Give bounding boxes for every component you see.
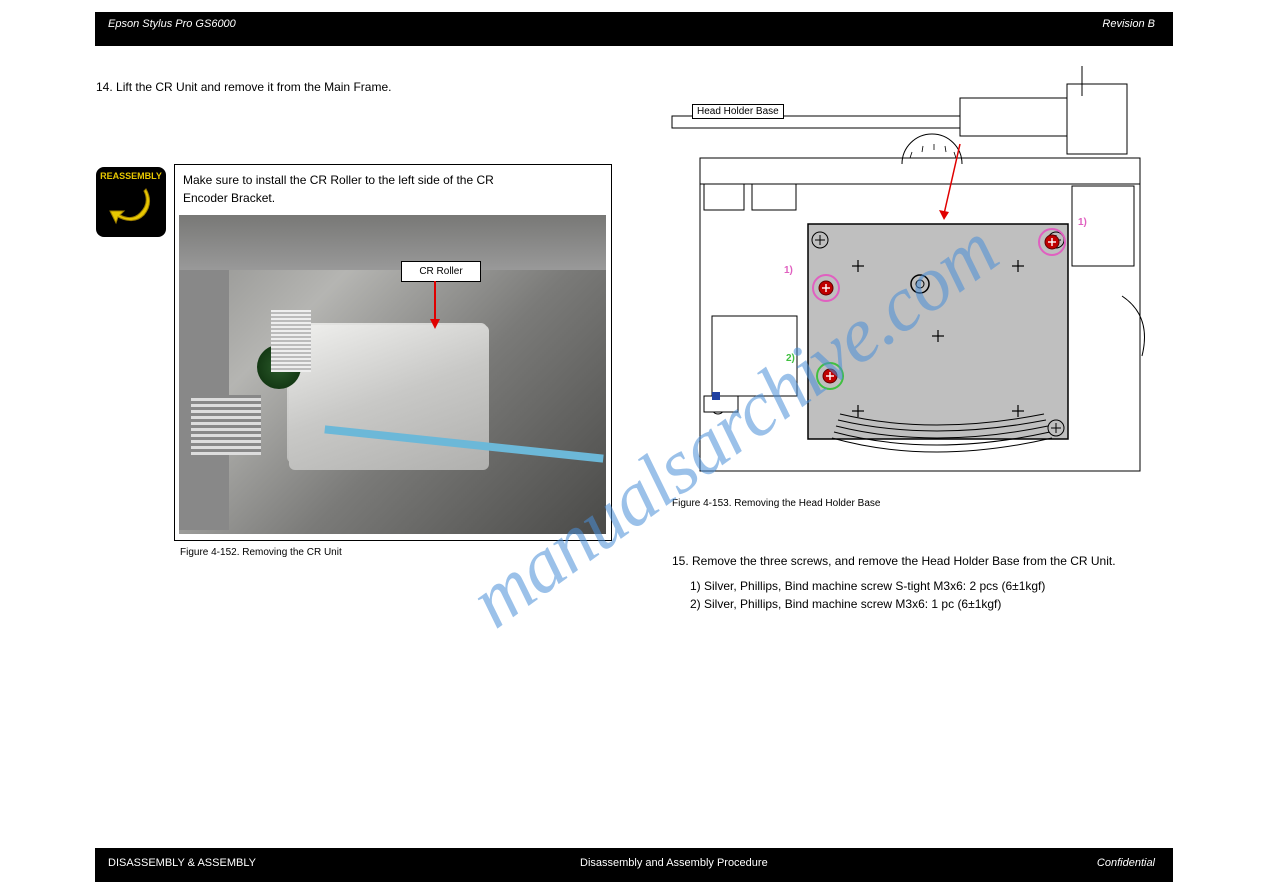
figure-left-caption: Figure 4-152. Removing the CR Unit: [180, 547, 342, 558]
figure-right-diagram: Head Holder Base 1) 1) 2): [652, 66, 1153, 490]
screw-type-1-marker-a: 1): [1074, 216, 1091, 229]
figure-left-frame: Make sure to install the CR Roller to th…: [174, 164, 612, 541]
curved-arrow-icon: [104, 183, 158, 227]
footer-confidential: Confidential: [1097, 857, 1155, 869]
screw-type-1-marker-b: 1): [780, 264, 797, 277]
red-arrow-left-figure: [425, 281, 445, 331]
step-15-text: 15. Remove the three screws, and remove …: [672, 553, 1162, 570]
cr-unit-photo: [179, 215, 606, 534]
screw-spec-1: 1) Silver, Phillips, Bind machine screw …: [690, 578, 1162, 595]
reassembly-note: Make sure to install the CR Roller to th…: [183, 171, 603, 207]
header-bar: [95, 12, 1173, 46]
step-14-text: 14. Lift the CR Unit and remove it from …: [96, 80, 616, 94]
screw-type-2-marker: 2): [782, 352, 799, 365]
header-left: Epson Stylus Pro GS6000: [108, 18, 236, 30]
cr-roller-label: CR Roller: [401, 261, 481, 282]
reassembly-label: REASSEMBLY: [96, 167, 166, 181]
header-right: Revision B: [1102, 18, 1155, 30]
head-holder-base-label: Head Holder Base: [692, 104, 784, 119]
footer-section: DISASSEMBLY & ASSEMBLY: [108, 857, 256, 869]
reassembly-icon: REASSEMBLY: [96, 167, 166, 237]
footer-title: Disassembly and Assembly Procedure: [580, 857, 768, 869]
screw-spec-2: 2) Silver, Phillips, Bind machine screw …: [690, 596, 1162, 613]
figure-right-caption: Figure 4-153. Removing the Head Holder B…: [672, 498, 880, 509]
step-15-block: 15. Remove the three screws, and remove …: [672, 553, 1162, 613]
